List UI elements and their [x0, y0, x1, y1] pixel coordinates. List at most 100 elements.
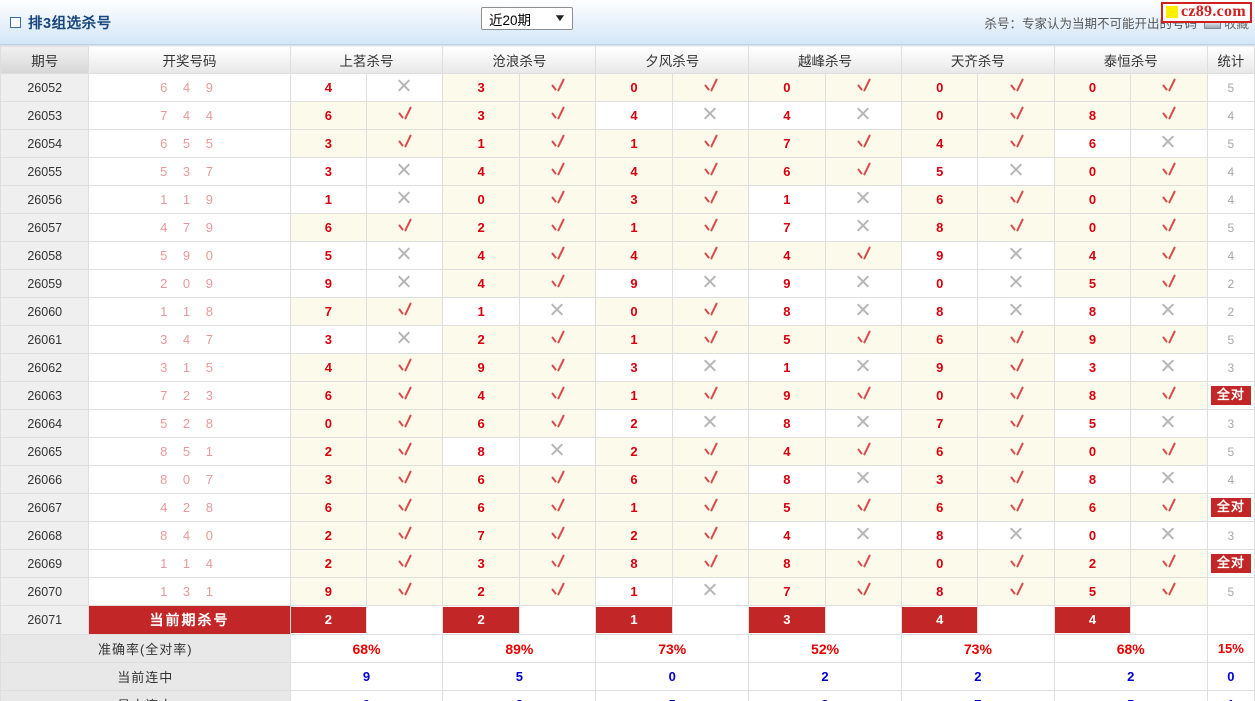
- cell-kill-number: 4: [289, 73, 368, 102]
- cell-open-numbers: 5 9 0: [88, 241, 291, 270]
- cell-result-mark: [671, 129, 750, 158]
- cell-result-mark: [824, 577, 902, 606]
- cross-icon: [1161, 415, 1176, 429]
- cell-kill-number: 8: [1053, 297, 1132, 326]
- summary-row: 最大连中9852751: [0, 690, 1255, 701]
- summary-value: 8: [442, 690, 597, 701]
- cross-icon: [397, 163, 412, 177]
- period-select[interactable]: 近20期 ▼: [481, 7, 573, 30]
- cell-result-mark: [518, 325, 597, 354]
- cell-open-numbers: 1 1 8: [88, 297, 291, 326]
- cell-result-mark: [977, 101, 1055, 130]
- check-icon: [1008, 107, 1025, 121]
- cell-result-mark: [977, 409, 1055, 438]
- check-icon: [396, 303, 413, 317]
- cell-kill-number: 1: [595, 577, 673, 606]
- cell-kill-number: 4: [595, 157, 673, 186]
- check-icon: [396, 443, 413, 457]
- cell-kill-number: 2: [289, 521, 368, 550]
- cell-result-mark: [518, 157, 597, 186]
- cell-result-mark: [824, 353, 902, 382]
- cell-result-mark: [977, 157, 1055, 186]
- cell-kill-number: 9: [289, 269, 368, 298]
- all-correct-badge: 全对: [1210, 498, 1251, 517]
- site-logo-text: cz89.com: [1180, 3, 1246, 20]
- cell-result-mark: [824, 101, 902, 130]
- cell-kill-number: 8: [900, 297, 979, 326]
- cell-current-issue: 26071: [0, 605, 90, 635]
- cross-icon: [397, 79, 412, 93]
- cell-kill-number: 0: [900, 73, 979, 102]
- check-icon: [1008, 471, 1025, 485]
- cell-kill-number: 9: [748, 381, 826, 410]
- cell-kill-number: 1: [442, 129, 520, 158]
- cell-kill-number: 0: [595, 73, 673, 102]
- cell-stat: 2: [1206, 269, 1255, 298]
- cell-open-numbers: 5 2 8: [88, 409, 291, 438]
- cell-result-mark: [366, 129, 444, 158]
- cross-icon: [1009, 163, 1024, 177]
- cell-kill-number: 0: [442, 185, 520, 214]
- cell-result-mark: [1130, 269, 1208, 298]
- cell-kill-number: 5: [748, 325, 826, 354]
- cell-kill-number: 3: [900, 465, 979, 494]
- cell-result-mark: [977, 521, 1055, 550]
- cell-result-mark: [1130, 325, 1208, 354]
- cell-result-mark: [366, 269, 444, 298]
- cell-kill-number: 6: [289, 381, 368, 410]
- cell-result-mark: [671, 325, 750, 354]
- cell-result-mark: [1130, 157, 1208, 186]
- cell-result-mark: [1130, 577, 1208, 606]
- check-icon: [702, 219, 719, 233]
- cell-kill-number: 6: [595, 465, 673, 494]
- cell-kill-number: 3: [289, 465, 368, 494]
- check-icon: [702, 303, 719, 317]
- cell-kill-number: 0: [595, 297, 673, 326]
- cell-result-mark: [1130, 101, 1208, 130]
- cell-result-mark: [518, 269, 597, 298]
- cell-result-mark: [977, 297, 1055, 326]
- cell-stat: 全对: [1206, 549, 1255, 578]
- cell-open-numbers: 5 3 7: [88, 157, 291, 186]
- cell-result-mark: [518, 185, 597, 214]
- cell-open-numbers: 4 7 9: [88, 213, 291, 242]
- check-icon: [1160, 555, 1177, 569]
- cell-kill-number: 8: [748, 409, 826, 438]
- check-icon: [549, 107, 566, 121]
- cell-kill-number: 0: [1053, 73, 1132, 102]
- cell-stat: 3: [1206, 521, 1255, 550]
- cell-result-mark: [518, 493, 597, 522]
- cell-result-mark: [824, 465, 902, 494]
- cell-result-mark: [977, 381, 1055, 410]
- all-correct-badge: 全对: [1210, 554, 1251, 573]
- cell-kill-number: 6: [442, 465, 520, 494]
- cell-open-numbers: 7 4 4: [88, 101, 291, 130]
- cell-kill-number: 8: [900, 213, 979, 242]
- check-icon: [549, 387, 566, 401]
- cell-open-numbers: 8 4 0: [88, 521, 291, 550]
- kill-number-table: 期号 开奖号码 上茗杀号 沧浪杀号 夕风杀号 越峰杀号 天齐杀号 泰恒杀号 统计…: [0, 45, 1255, 701]
- cell-result-mark: [366, 437, 444, 466]
- cell-kill-number: 4: [595, 241, 673, 270]
- cell-kill-number: 6: [900, 437, 979, 466]
- check-icon: [1008, 555, 1025, 569]
- cell-kill-number: 6: [1053, 493, 1132, 522]
- cross-icon: [397, 275, 412, 289]
- cell-issue: 26054: [0, 129, 90, 158]
- cell-kill-number: 0: [900, 381, 979, 410]
- cell-issue: 26056: [0, 185, 90, 214]
- table-row: 26063 7 2 3 6 4 1 9 0 8 全对: [0, 381, 1255, 410]
- cell-open-numbers: 4 2 8: [88, 493, 291, 522]
- check-icon: [702, 331, 719, 345]
- table-body: 26052 6 4 9 4 3 0 0 0 0 5 26053 7 4 4 6 3 4 4 0 8 4 26054 6…: [0, 73, 1255, 701]
- cell-result-mark: [366, 465, 444, 494]
- cell-issue: 26069: [0, 549, 90, 578]
- cell-result-mark: [366, 157, 444, 186]
- summary-value: 73%: [900, 634, 1055, 663]
